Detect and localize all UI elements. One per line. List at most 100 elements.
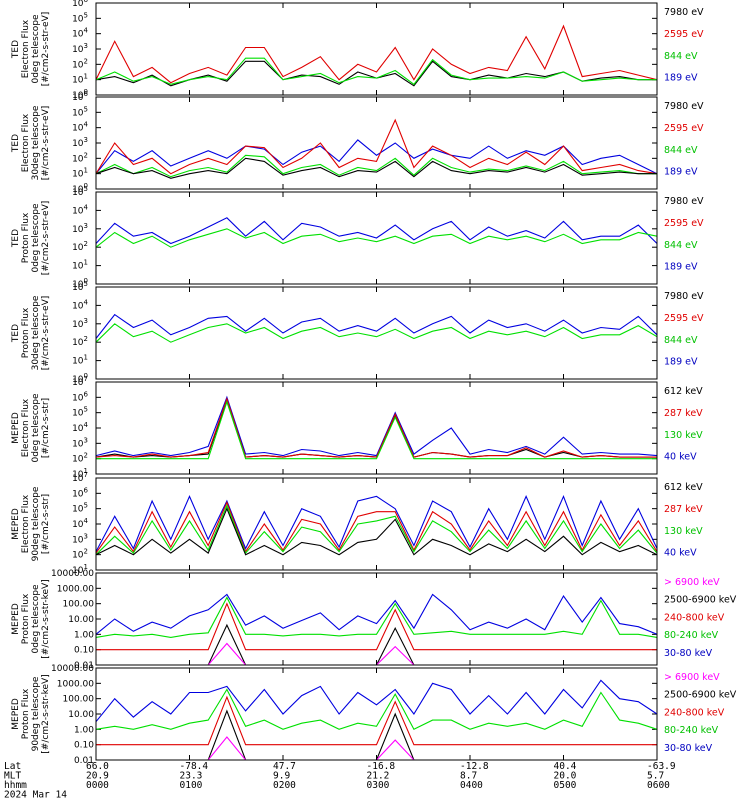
legend-entry: 612 keV	[664, 482, 703, 493]
y-tick-label: 1.00	[74, 725, 94, 735]
panel-7: 0.010.101.0010.00100.001000.0010000.00ME…	[11, 569, 737, 671]
y-tick-label: 1000.00	[57, 679, 94, 689]
footer-date: 2024 Mar 14	[4, 790, 67, 800]
y-tick-label: 102	[72, 452, 88, 465]
series-line-1	[95, 679, 658, 723]
series-line-2	[95, 398, 657, 458]
panel-frame	[95, 2, 658, 96]
legend-entry: 844 eV	[664, 145, 698, 156]
footer-lat: -63.9	[647, 761, 676, 772]
series-line-4	[95, 157, 657, 179]
y-axis-label-line: TED	[11, 324, 21, 343]
legend-entry: 2595 eV	[664, 313, 704, 324]
y-axis-label-line: 30deg telescope	[31, 105, 41, 180]
y-axis-label-line: 0deg telescope	[31, 584, 41, 654]
y-tick-label: 106	[72, 486, 88, 499]
y-tick-label: 104	[72, 421, 88, 434]
footer-lat: 47.7	[273, 761, 296, 772]
y-axis-label-line: Proton Flux	[21, 593, 31, 644]
y-axis-label-line: [#/cm2-s-str-eV]	[41, 12, 51, 87]
y-tick-label: 105	[72, 406, 88, 419]
legend-entry: 240-800 keV	[664, 612, 725, 623]
y-axis-label-line: Electron Flux	[21, 113, 31, 172]
legend-entry: 189 eV	[664, 357, 698, 368]
series-line-1	[95, 593, 658, 635]
legend-entry: 130 keV	[664, 526, 703, 537]
y-tick-label: 103	[72, 436, 88, 449]
series-line-2	[95, 501, 658, 554]
y-axis-label: TED Electron Flux 30deg telescope [#/cm2-s-…	[11, 105, 51, 180]
y-axis-label-line: 90deg telescope	[31, 486, 41, 561]
y-tick-label: 102	[72, 240, 88, 253]
y-axis-label: MEPED Proton Flux 90deg telescope [#/cm2-s-…	[11, 674, 51, 753]
footer-mlt: 9.9	[273, 771, 290, 782]
y-tick-label: 103	[72, 42, 88, 55]
y-tick-label: 101	[72, 73, 88, 86]
legend-entry: 7980 eV	[664, 196, 704, 207]
legend-entry: 80-240 keV	[664, 725, 719, 736]
y-axis-label-line: TED	[11, 40, 21, 59]
y-tick-label: 100.00	[63, 600, 95, 610]
y-tick-label: 104	[72, 517, 88, 530]
series-line-1	[95, 313, 658, 339]
legend-entry: 30-80 keV	[664, 743, 713, 754]
y-tick-label: 103	[72, 222, 88, 235]
y-tick-label: 10.00	[68, 710, 94, 720]
legend-entry: 7980 eV	[664, 101, 704, 112]
legend-entry: 287 keV	[664, 408, 703, 419]
panel-frame	[95, 381, 658, 475]
series-line-1	[95, 395, 658, 457]
footer-lat: -12.8	[460, 761, 489, 772]
legend-entry: 844 eV	[664, 335, 698, 346]
legend-entry: 844 eV	[664, 51, 698, 62]
y-axis-label-line: 0deg telescope	[31, 203, 41, 273]
y-axis-label-line: 30deg telescope	[31, 295, 41, 370]
series-line-3	[95, 504, 658, 556]
footer-lat: -78.4	[180, 761, 209, 772]
legend-entry: 2500-6900 keV	[664, 595, 737, 606]
y-tick-label: 104	[72, 203, 88, 216]
y-axis-label-line: MEPED	[11, 603, 21, 635]
panel-frame	[95, 667, 658, 761]
y-tick-label: 0.01	[74, 756, 94, 766]
y-axis-label-line: TED	[11, 134, 21, 153]
y-axis-label: TED Proton Flux 0deg telescope [#/cm2-s-str…	[11, 201, 51, 276]
y-tick-label: 103	[72, 532, 88, 545]
y-axis-label: MEPED Proton Flux 0deg telescope [#/cm2-s-s…	[11, 579, 51, 658]
series-line-1	[95, 494, 658, 552]
y-axis-label-line: Electron Flux	[21, 494, 31, 553]
legend-entry: 189 eV	[664, 262, 698, 273]
footer-mlt: 23.3	[180, 771, 203, 782]
legend-entry: 7980 eV	[664, 291, 704, 302]
series-line-2	[95, 118, 658, 175]
series-line-3	[95, 397, 657, 458]
y-axis-label-line: [#/cm2-s-str]	[41, 398, 51, 458]
legend-entry: > 6900 keV	[664, 577, 720, 588]
y-axis-label-line: MEPED	[11, 508, 21, 540]
legend-entry: 30-80 keV	[664, 648, 713, 659]
y-axis-label-line: 0deg telescope	[31, 393, 41, 463]
footer-row-label: Lat	[4, 761, 21, 772]
y-axis-label-line: Proton Flux	[21, 212, 31, 263]
legend-entry: 40 keV	[664, 452, 697, 463]
footer-mlt: 8.7	[460, 771, 477, 782]
series-line-4	[95, 507, 658, 556]
series-line-2	[95, 688, 658, 731]
series-line-3	[96, 695, 657, 746]
y-tick-label: 102	[72, 151, 88, 164]
y-tick-label: 102	[72, 57, 88, 70]
legend-entry: 80-240 keV	[664, 630, 719, 641]
footer-lat: -16.8	[367, 761, 396, 772]
legend-entry: > 6900 keV	[664, 672, 720, 683]
footer-time: 0200	[273, 780, 296, 791]
footer-time: 0300	[367, 780, 390, 791]
y-axis-label: TED Proton Flux 30deg telescope [#/cm2-s-st…	[11, 295, 51, 370]
y-tick-label: 101	[72, 167, 88, 180]
y-tick-label: 105	[72, 502, 88, 515]
y-axis-label-line: [#/cm2-s-str]	[41, 494, 51, 554]
series-line-3	[96, 602, 657, 651]
